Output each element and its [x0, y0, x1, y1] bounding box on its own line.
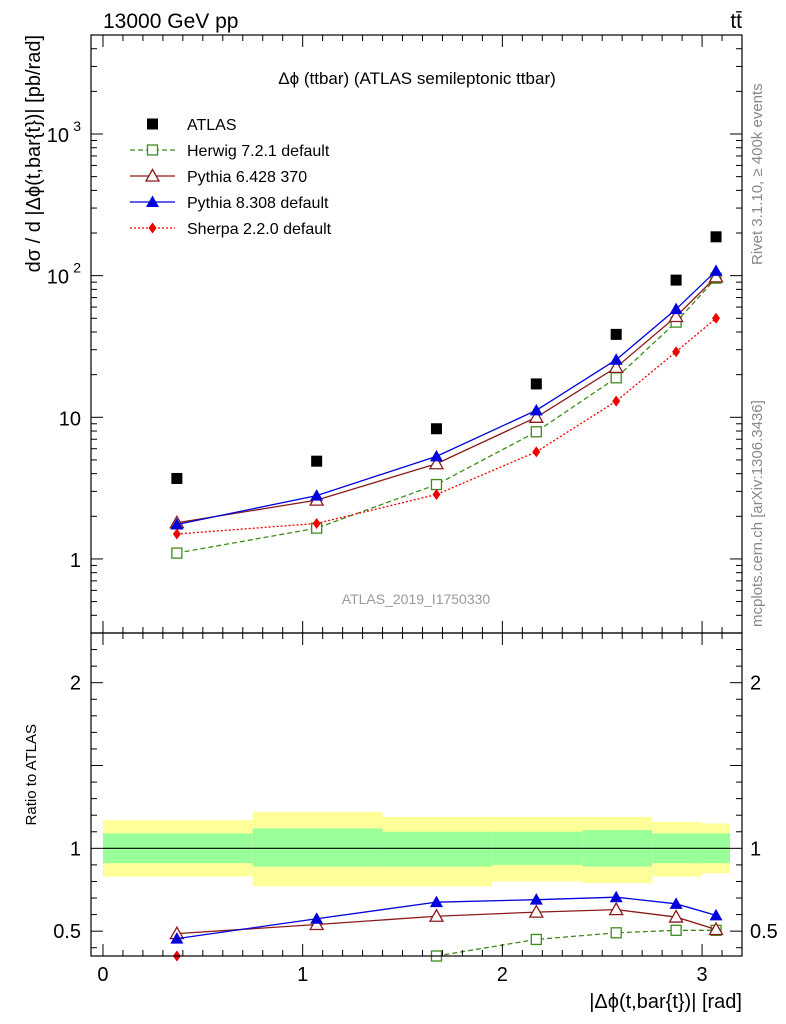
x-tick-label: 0	[97, 964, 108, 986]
ratio-y-tick-label-right: 1	[750, 838, 761, 860]
legend-label: Pythia 8.308 default	[187, 195, 329, 212]
series-line	[176, 276, 717, 524]
y-tick-label-exponent: 3	[73, 118, 81, 134]
y-tick-label: 10	[59, 408, 81, 430]
ratio-point	[429, 895, 443, 908]
ratio-y-tick-label: 2	[70, 673, 81, 695]
ratio-point	[610, 927, 622, 939]
ratio-line	[176, 908, 717, 935]
data-point	[171, 472, 183, 484]
ratio-point	[670, 924, 682, 936]
data-point	[610, 328, 622, 340]
ratio-point	[529, 893, 543, 905]
data-point	[428, 455, 445, 470]
data-point	[172, 528, 181, 540]
data-point	[610, 372, 622, 384]
legend-marker	[148, 222, 157, 234]
data-point	[429, 449, 443, 462]
data-point	[609, 353, 623, 365]
data-point	[310, 489, 324, 501]
data-point	[171, 547, 183, 559]
ratio-band-inner	[252, 828, 383, 867]
ratio-plot	[102, 811, 731, 962]
series-line	[176, 277, 717, 554]
analysis-watermark: ATLAS_2019_I1750330	[342, 591, 491, 607]
data-point	[710, 231, 722, 243]
ratio-point	[310, 912, 324, 924]
data-point	[669, 302, 683, 315]
y-tick-label: 1	[70, 550, 81, 572]
data-point	[530, 378, 542, 390]
ratio-y-tick-label: 1	[70, 838, 81, 860]
ratio-point	[709, 908, 723, 921]
header-right: tt̄	[730, 10, 742, 33]
ratio-line	[436, 929, 717, 957]
legend-label: Pythia 6.428 370	[187, 169, 307, 186]
ratio-point	[528, 904, 544, 918]
ratio-point	[609, 890, 623, 903]
data-point	[170, 518, 184, 530]
mcplots-label: mcplots.cern.ch [arXiv:1306.3436]	[749, 400, 766, 627]
ratio-point	[170, 932, 184, 944]
data-point	[608, 359, 624, 374]
y-axis-label: dσ / d |Δϕ(t,bar{t})| [pb/rad]	[23, 35, 45, 272]
x-axis-label: |Δϕ(t,bar{t})| [rad]	[589, 991, 742, 1013]
data-point	[612, 395, 621, 407]
ratio-band-inner	[382, 831, 493, 867]
x-tick-label: 1	[297, 964, 308, 986]
x-tick-label: 3	[696, 964, 707, 986]
data-point	[311, 455, 323, 467]
data-point	[529, 403, 543, 416]
legend-marker	[146, 144, 159, 156]
plot-title: Δϕ (ttbar) (ATLAS semileptonic ttbar)	[278, 69, 556, 88]
main-plot	[169, 231, 724, 559]
legend-label: Herwig 7.2.1 default	[187, 143, 330, 160]
ratio-y-tick-label-right: 0.5	[750, 921, 778, 943]
legend-label: Sherpa 2.2.0 default	[187, 221, 332, 238]
ratio-point	[668, 909, 684, 923]
data-point	[432, 489, 441, 501]
data-point	[672, 346, 681, 358]
data-point	[712, 312, 721, 324]
legend-marker	[146, 195, 159, 207]
ratio-point	[608, 901, 624, 916]
legend-marker	[144, 168, 161, 182]
legend: ATLAS Herwig 7.2.1 default Pythia 6.428 37…	[130, 117, 332, 238]
data-point	[528, 409, 544, 423]
ratio-point	[428, 908, 445, 922]
legend-marker	[147, 118, 158, 130]
ratio-point	[530, 933, 542, 946]
data-point	[312, 517, 321, 529]
ratio-frame	[90, 632, 743, 957]
data-point	[709, 264, 723, 276]
header-left: 13000 GeV pp	[103, 10, 238, 33]
legend-label: ATLAS	[187, 117, 237, 134]
y-tick-label: 10	[47, 125, 69, 147]
ratio-point	[708, 921, 724, 936]
data-point	[668, 308, 684, 323]
rivet-label: Rivet 3.1.10, ≥ 400k events	[749, 83, 766, 265]
ratio-y-axis-label: Ratio to ATLAS	[23, 724, 40, 825]
y-tick-label-exponent: 2	[73, 260, 81, 276]
series-line	[176, 270, 717, 526]
data-point	[430, 478, 443, 491]
data-point	[430, 423, 442, 435]
y-tick-label: 10	[47, 267, 69, 289]
ratio-point	[669, 897, 683, 909]
ratio-y-tick-label: 0.5	[53, 921, 81, 943]
ratio-y-tick-label-right: 2	[750, 673, 761, 695]
data-point	[670, 274, 682, 286]
x-tick-label: 2	[497, 964, 508, 986]
data-point	[532, 446, 541, 458]
data-point	[708, 269, 724, 283]
data-point	[530, 426, 542, 438]
ratio-point	[309, 916, 325, 931]
